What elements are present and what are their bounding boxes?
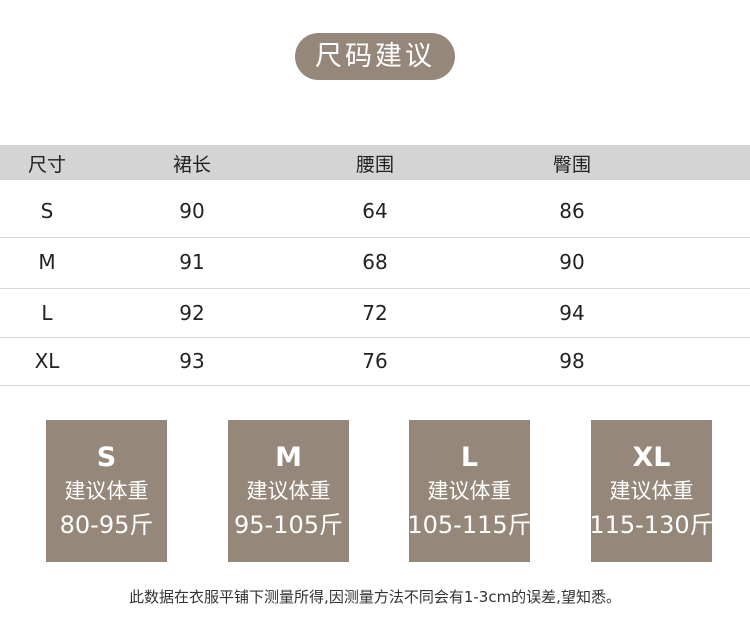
table-cell: 72 xyxy=(362,301,388,325)
table-cell: 68 xyxy=(362,250,388,274)
table-cell: S xyxy=(40,199,54,223)
column-header: 腰围 xyxy=(355,154,395,176)
weight-card: M 建议体重 95-105斤 xyxy=(228,420,349,562)
table-cell: M xyxy=(38,250,56,274)
column-header: 尺寸 xyxy=(27,154,67,176)
table-header xyxy=(0,145,750,180)
table-cell: 90 xyxy=(179,199,205,223)
weight-label: 建议体重 xyxy=(427,479,512,503)
row-divider xyxy=(0,237,750,238)
column-header: 臀围 xyxy=(552,154,592,176)
weight-label: 建议体重 xyxy=(609,479,694,503)
table-cell: 92 xyxy=(179,301,205,325)
table-cell: 93 xyxy=(179,349,205,373)
weight-card: L 建议体重 105-115斤 xyxy=(407,420,532,562)
table-cell: 91 xyxy=(179,250,205,274)
table-cell: 86 xyxy=(559,199,585,223)
size-label: XL xyxy=(632,442,671,473)
column-header: 裙长 xyxy=(172,154,212,176)
table-cell: L xyxy=(41,301,53,325)
weight-label: 建议体重 xyxy=(246,479,331,503)
table-cell: XL xyxy=(34,349,60,373)
size-label: M xyxy=(275,442,302,473)
measurement-note: 此数据在衣服平铺下测量所得,因测量方法不同会有1-3cm的误差,望知悉。 xyxy=(129,588,621,606)
weight-card: S 建议体重 80-95斤 xyxy=(46,420,167,562)
row-divider xyxy=(0,337,750,338)
size-label: L xyxy=(460,442,479,473)
table-cell: 90 xyxy=(559,250,585,274)
weight-range: 95-105斤 xyxy=(233,511,343,539)
table-cell: 98 xyxy=(559,349,585,373)
weight-card: XL 建议体重 115-130斤 xyxy=(589,420,714,562)
table-cell: 76 xyxy=(362,349,388,373)
weight-range: 80-95斤 xyxy=(59,511,154,539)
page-title: 尺码建议 xyxy=(295,33,455,80)
size-label: S xyxy=(96,442,117,473)
weight-range: 105-115斤 xyxy=(407,511,532,539)
row-divider xyxy=(0,385,750,386)
table-cell: 64 xyxy=(362,199,388,223)
weight-label: 建议体重 xyxy=(64,479,149,503)
weight-range: 115-130斤 xyxy=(589,511,714,539)
row-divider xyxy=(0,288,750,289)
table-cell: 94 xyxy=(559,301,585,325)
